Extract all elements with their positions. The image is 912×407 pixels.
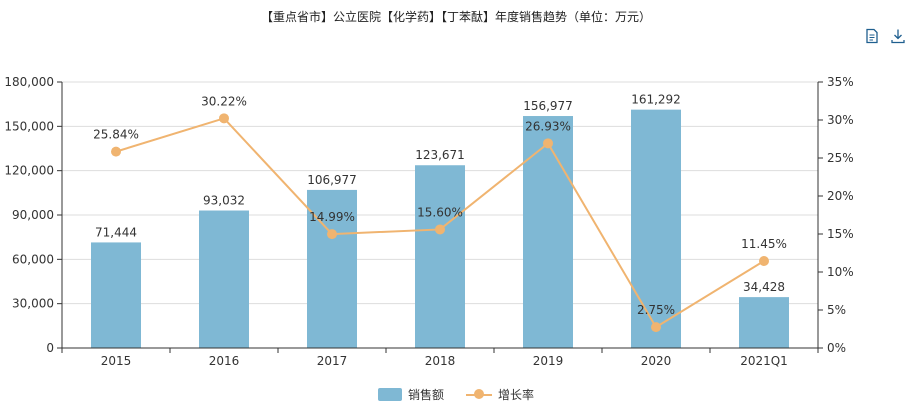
bar (739, 297, 789, 348)
line-value-label: 15.60% (417, 205, 463, 219)
x-tick-label: 2019 (533, 354, 564, 368)
y-left-tick-label: 0 (46, 341, 54, 355)
y-right-tick-label: 20% (827, 189, 854, 203)
x-tick-label: 2021Q1 (740, 354, 788, 368)
y-left-tick-label: 60,000 (12, 252, 54, 266)
line-value-label: 2.75% (637, 303, 675, 317)
line-point (435, 224, 445, 235)
bar-series (91, 109, 789, 348)
line-point (651, 322, 661, 333)
line-series (111, 113, 769, 333)
x-tick-label: 2016 (209, 354, 240, 368)
bar-value-label: 93,032 (203, 194, 245, 208)
y-right-tick-label: 5% (827, 303, 846, 317)
line-value-label: 11.45% (741, 237, 787, 251)
line-point (219, 113, 229, 124)
legend-swatch-line (466, 388, 492, 401)
y-right-tick-label: 15% (827, 227, 854, 241)
bar-value-label: 34,428 (743, 280, 785, 294)
legend-label-growth: 增长率 (498, 388, 535, 402)
download-icon[interactable] (890, 28, 906, 44)
y-left-tick-label: 120,000 (4, 164, 54, 178)
line-point (327, 229, 337, 240)
bar-value-label: 156,977 (523, 99, 573, 113)
line-value-label: 26.93% (525, 119, 571, 133)
x-tick-label: 2017 (317, 354, 348, 368)
line-value-label: 30.22% (201, 94, 247, 108)
legend-item-growth[interactable]: 增长率 (466, 386, 534, 403)
axes: 0 30,000 60,000 90,000 120,000 150,000 180,000… (4, 75, 853, 368)
legend-label-sales: 销售额 (407, 388, 444, 402)
line-value-label: 25.84% (93, 128, 139, 142)
chart-legend: 销售额 增长率 (0, 386, 912, 403)
y-left-tick-label: 150,000 (4, 119, 54, 133)
y-left-tick-label: 90,000 (12, 208, 54, 222)
y-right-tick-label: 10% (827, 265, 854, 279)
y-right-tick-label: 0% (827, 341, 846, 355)
legend-swatch-bar (377, 388, 402, 401)
line-point (543, 138, 553, 149)
chart-toolbar (864, 28, 906, 44)
y-left-tick-label: 180,000 (4, 75, 54, 89)
bar-value-label: 161,292 (631, 93, 681, 107)
line-point (111, 146, 121, 157)
bar (523, 116, 573, 348)
x-tick-label: 2018 (425, 354, 456, 368)
y-right-tick-label: 35% (827, 75, 854, 89)
bar (199, 210, 249, 348)
legend-item-sales[interactable]: 销售额 (377, 386, 444, 403)
bar (631, 109, 681, 348)
y-right-tick-label: 25% (827, 151, 854, 165)
bar (415, 165, 465, 348)
data-labels: 71,444 93,032 106,977 123,671 156,977 161,292… (93, 93, 787, 317)
y-right-tick-label: 30% (827, 113, 854, 127)
bar-value-label: 71,444 (95, 225, 137, 239)
x-tick-label: 2015 (101, 354, 132, 368)
chart-title: 【重点省市】公立医院【化学药】【丁苯酞】年度销售趋势（单位：万元） (260, 10, 651, 24)
bar-value-label: 123,671 (415, 148, 465, 162)
chart-plot: 0 30,000 60,000 90,000 120,000 150,000 180,000… (4, 75, 853, 368)
x-tick-label: 2020 (641, 354, 672, 368)
bar (91, 242, 141, 348)
line-point (759, 255, 769, 266)
line-value-label: 14.99% (309, 210, 355, 224)
bar-value-label: 106,977 (307, 173, 357, 187)
y-left-tick-label: 30,000 (12, 297, 54, 311)
document-icon[interactable] (864, 28, 880, 44)
